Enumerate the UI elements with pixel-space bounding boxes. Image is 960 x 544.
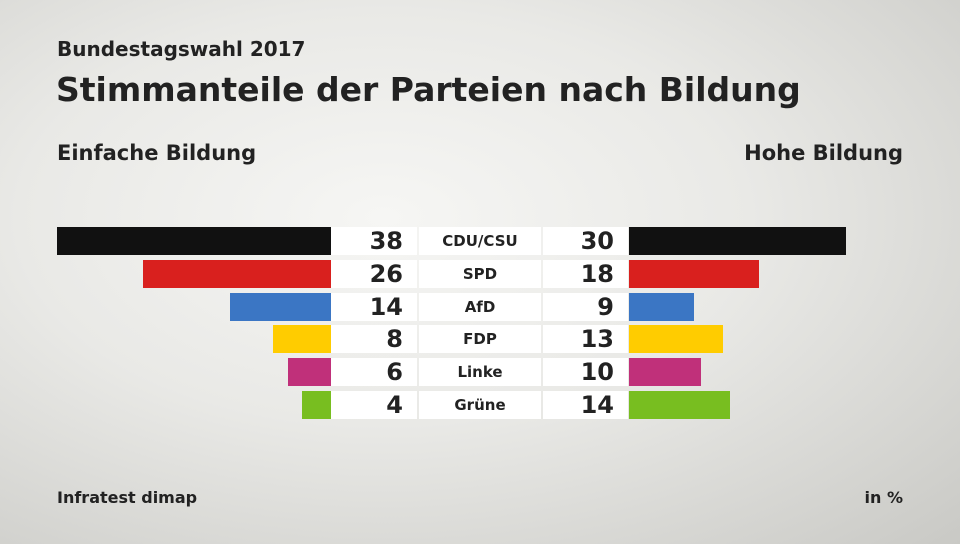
bar-left [56,227,331,255]
bar-left [273,325,331,354]
value-left: 38 [331,227,417,255]
bar-right [629,292,694,321]
value-right: 30 [543,227,628,255]
category-label: FDP [419,325,541,354]
category-label: SPD [419,259,541,288]
value-right: 9 [543,292,628,321]
value-left: 14 [331,292,417,321]
category-label: Grüne [419,391,541,419]
bar-right [629,391,731,419]
value-left: 6 [331,358,417,387]
right-series-label: Hohe Bildung [744,141,903,165]
category-label: CDU/CSU [419,227,541,255]
category-label: Linke [419,358,541,387]
value-left: 26 [331,259,417,288]
bar-right [629,325,723,354]
value-left: 8 [331,325,417,354]
bar-right [629,259,759,288]
bar-left [302,391,331,419]
bar-right [629,358,702,387]
bar-left [287,358,331,387]
value-right: 10 [543,358,628,387]
bar-left [143,259,331,288]
value-right: 14 [543,391,628,419]
left-series-label: Einfache Bildung [57,141,257,165]
value-left: 4 [331,391,417,419]
bar-right [629,227,846,255]
bar-left [229,292,331,321]
supertitle: Bundestagswahl 2017 [57,37,306,61]
unit-label: in % [864,488,903,507]
source-label: Infratest dimap [57,488,198,507]
value-right: 13 [543,325,628,354]
category-label: AfD [419,292,541,321]
chart-title: Stimmanteile der Parteien nach Bildung [56,70,801,109]
value-right: 18 [543,259,628,288]
